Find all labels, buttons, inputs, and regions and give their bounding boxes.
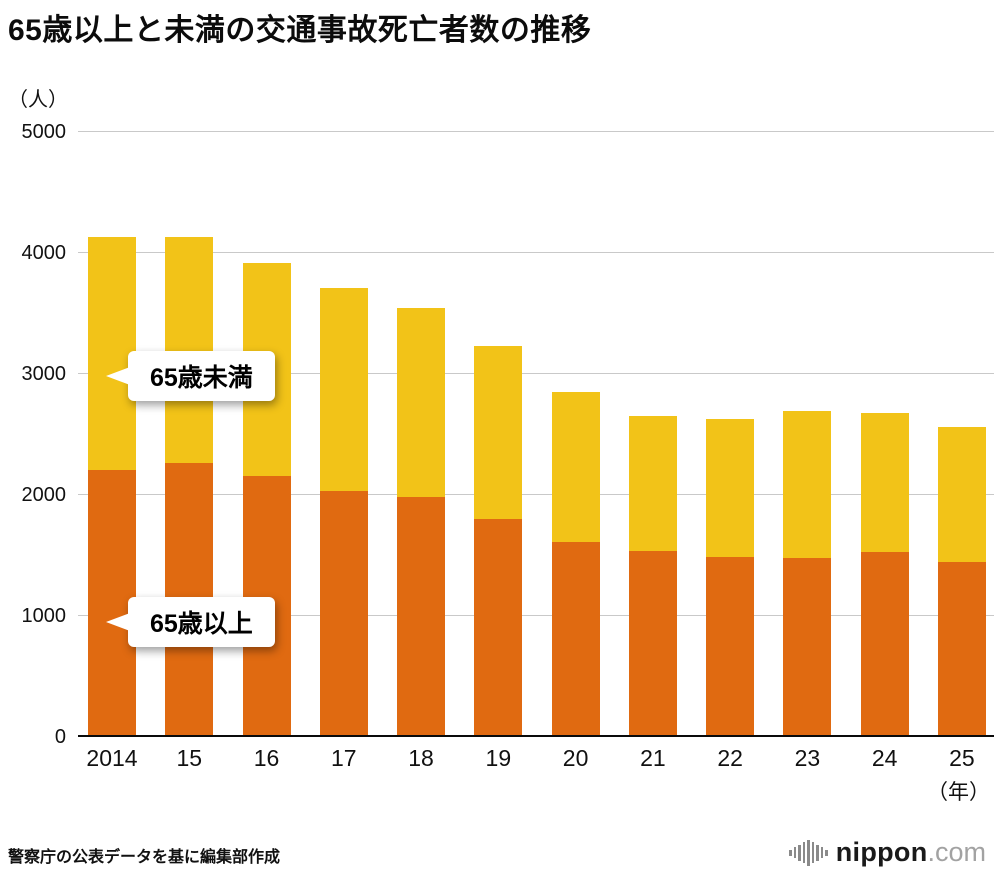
bar-segment-65歳未満-25	[937, 427, 986, 562]
callout-under-65: 65歳未満	[128, 351, 275, 401]
nippon-com-logo: nippon.com	[789, 837, 986, 868]
bar-24	[860, 412, 909, 735]
bar-segment-65歳未満-23	[783, 410, 832, 558]
bar-22	[706, 419, 755, 735]
chart-title: 65歳以上と未満の交通事故死亡者数の推移	[8, 14, 592, 47]
gridline-2000	[78, 494, 994, 495]
x-tick-15: 15	[176, 745, 203, 771]
y-tick-3000: 3000	[21, 363, 67, 385]
bar-segment-65歳以上-23	[783, 557, 832, 735]
logo-text-nippon: nippon	[835, 837, 928, 867]
bar-segment-65歳以上-25	[937, 561, 986, 735]
x-tick-20: 20	[562, 745, 589, 771]
bar-segment-65歳以上-17	[319, 490, 368, 735]
x-tick-25: 25	[949, 745, 975, 771]
y-tick-4000: 4000	[21, 242, 67, 264]
bar-segment-65歳以上-24	[860, 551, 909, 735]
x-tick-17: 17	[331, 745, 357, 771]
gridline-5000	[78, 131, 994, 132]
y-axis-unit-label: （人）	[8, 89, 68, 111]
bar-19	[474, 346, 523, 735]
bar-18	[397, 307, 446, 735]
bar-segment-65歳未満-19	[474, 346, 523, 520]
bar-segment-65歳以上-22	[706, 557, 755, 735]
bar-16	[242, 262, 291, 735]
x-tick-16: 16	[253, 745, 280, 771]
bar-21	[628, 416, 677, 735]
bar-17	[319, 288, 368, 735]
callout-under-65-label: 65歳未満	[150, 364, 253, 392]
y-tick-2000: 2000	[21, 484, 67, 506]
x-tick-22: 22	[717, 745, 743, 771]
logo-text-com: .com	[927, 837, 986, 867]
bar-23	[783, 410, 832, 735]
bar-segment-65歳未満-22	[706, 419, 755, 558]
x-tick-23: 23	[794, 745, 821, 771]
bar-15	[165, 236, 214, 735]
x-tick-24: 24	[871, 745, 898, 771]
y-tick-5000: 5000	[21, 121, 67, 143]
bar-25	[937, 427, 986, 735]
bar-20	[551, 391, 600, 735]
source-note: 警察庁の公表データを基に編集部作成	[8, 849, 281, 866]
x-tick-19: 19	[485, 745, 512, 771]
nippon-logo-icon	[789, 839, 828, 867]
bar-segment-65歳未満-21	[628, 416, 677, 552]
y-tick-1000: 1000	[21, 605, 67, 627]
x-axis-unit-label: （年）	[927, 781, 990, 804]
x-tick-2014: 2014	[86, 745, 138, 771]
bar-segment-65歳以上-20	[551, 541, 600, 735]
bar-segment-65歳未満-20	[551, 391, 600, 542]
bar-segment-65歳以上-18	[397, 497, 446, 735]
gridline-4000	[78, 252, 994, 253]
y-tick-0: 0	[54, 726, 66, 748]
bar-segment-65歳以上-19	[474, 519, 523, 735]
x-axis-baseline	[78, 735, 994, 737]
x-tick-18: 18	[408, 745, 434, 771]
callout-over-65-label: 65歳以上	[150, 610, 253, 638]
x-axis-labels: 2014 15 16 17 18 19 20 21 22 23 24 25	[86, 745, 986, 772]
gridline-3000	[78, 373, 994, 374]
callout-over-65: 65歳以上	[128, 597, 275, 647]
bar-segment-65歳未満-15	[165, 236, 214, 464]
x-tick-21: 21	[640, 745, 666, 771]
bar-segment-65歳未満-18	[397, 307, 446, 498]
bar-2014	[88, 237, 136, 735]
bar-segment-65歳未満-24	[860, 412, 909, 552]
logo-text: nippon.com	[836, 837, 986, 868]
bar-segment-65歳以上-21	[628, 551, 677, 735]
bar-segment-65歳未満-17	[319, 288, 368, 491]
gridline-1000	[78, 615, 994, 616]
